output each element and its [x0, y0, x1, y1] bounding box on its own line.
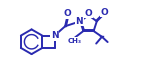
Text: N: N [76, 17, 83, 26]
Text: O: O [64, 9, 71, 18]
Text: O: O [85, 9, 92, 18]
Text: CH₃: CH₃ [68, 38, 82, 44]
Text: O: O [100, 8, 108, 17]
Text: N: N [51, 31, 58, 40]
